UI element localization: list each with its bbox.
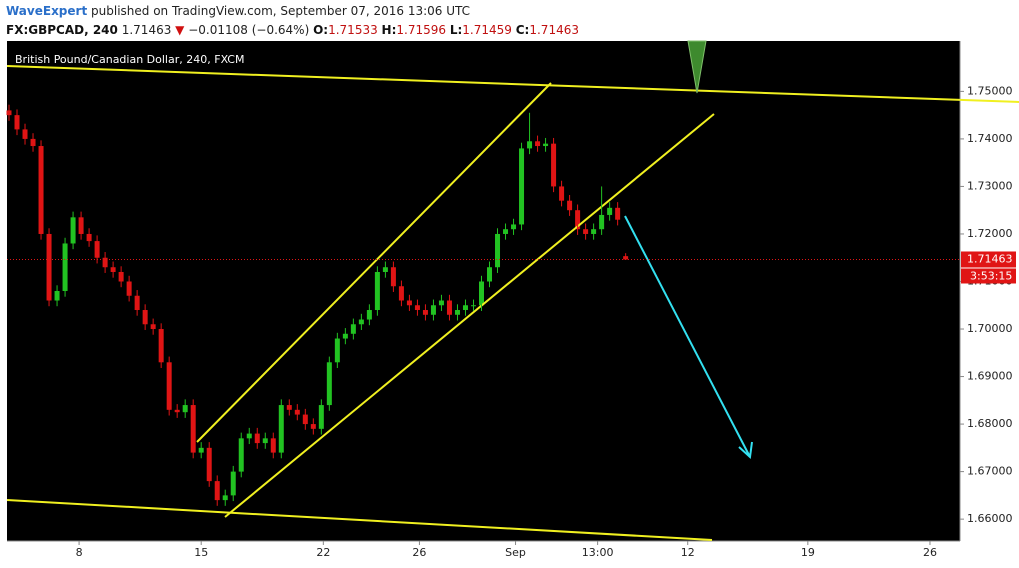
countdown: 3:53:15 xyxy=(970,269,1012,282)
marker xyxy=(687,40,707,94)
author: WaveExpert xyxy=(6,4,87,18)
y-tick-label: 1.66000 xyxy=(967,512,1013,525)
published: published on TradingView.com, September … xyxy=(91,4,470,18)
x-tick-label: 15 xyxy=(194,546,208,559)
channel-line xyxy=(224,113,715,518)
open-label: O: xyxy=(313,23,328,37)
arrow-head xyxy=(738,441,753,460)
y-tick-label: 1.74000 xyxy=(967,132,1013,145)
y-tick-label: 1.72000 xyxy=(967,227,1013,240)
close-label: C: xyxy=(516,23,530,37)
x-tick-label: 8 xyxy=(76,546,83,559)
y-tick-label: 1.69000 xyxy=(967,370,1013,383)
symbol: FX:GBPCAD, 240 xyxy=(6,23,118,37)
drawings xyxy=(6,40,1019,541)
down-arrow: ▼ xyxy=(175,23,185,37)
forecast-arrow xyxy=(624,215,751,458)
x-tick-label: 26 xyxy=(923,546,937,559)
x-tick-label: 12 xyxy=(681,546,695,559)
x-tick-label: Sep xyxy=(505,546,526,559)
last-price: 1.71463 xyxy=(122,23,172,37)
y-tick-label: 1.67000 xyxy=(967,465,1013,478)
x-tick-label: 19 xyxy=(801,546,815,559)
close-value: 1.71463 xyxy=(529,23,579,37)
high-value: 1.71596 xyxy=(396,23,446,37)
x-tick-label: 26 xyxy=(412,546,426,559)
chart-title: British Pound/Canadian Dollar, 240, FXCM xyxy=(15,53,244,66)
y-tick-label: 1.75000 xyxy=(967,84,1013,97)
low-value: 1.71459 xyxy=(462,23,512,37)
price-badge-label: 1.71463 xyxy=(967,252,1013,265)
countdown-badge xyxy=(961,268,1016,284)
trendline xyxy=(6,65,1019,103)
y-tick-label: 1.70000 xyxy=(967,322,1013,335)
y-tick-label: 1.68000 xyxy=(967,417,1013,430)
symbol-line: FX:GBPCAD, 240 1.71463 ▼ −0.01108 (−0.64… xyxy=(6,23,579,37)
low-label: L: xyxy=(450,23,462,37)
trendline xyxy=(6,499,713,541)
open-value: 1.71533 xyxy=(328,23,378,37)
channel-line xyxy=(196,82,552,443)
y-tick-label: 1.73000 xyxy=(967,179,1013,192)
change: −0.01108 (−0.64%) xyxy=(188,23,309,37)
price-badge xyxy=(961,251,1016,268)
publish-line: WaveExpert published on TradingView.com,… xyxy=(6,4,470,18)
x-tick-label: 22 xyxy=(316,546,330,559)
high-label: H: xyxy=(382,23,397,37)
x-tick-label: 13:00 xyxy=(582,546,614,559)
